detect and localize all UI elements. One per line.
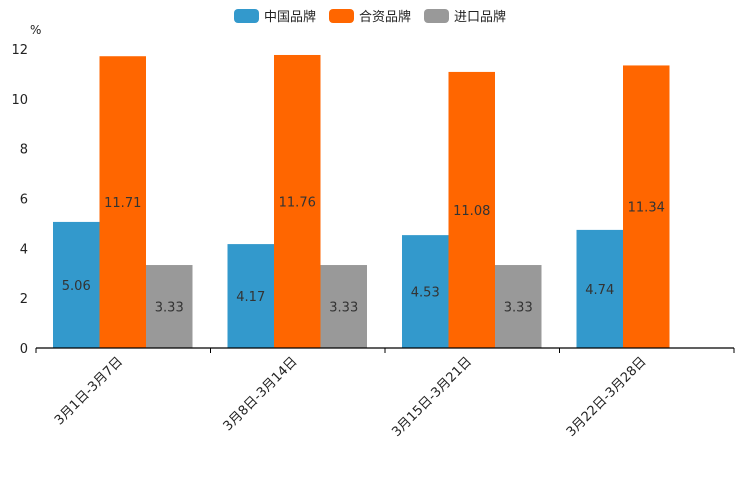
bar — [274, 54, 321, 348]
legend-swatch — [424, 9, 449, 23]
bar — [227, 244, 274, 348]
data-label: 4.74 — [585, 283, 614, 298]
data-label: 3.33 — [504, 301, 533, 316]
bars — [53, 54, 670, 349]
data-label: 11.08 — [453, 204, 490, 219]
y-tick-label: 0 — [20, 342, 28, 357]
x-axis: 3月1日-3月7日 3月8日-3月14日 3月15日-3月21日 3月22日-3月28… — [35, 347, 735, 440]
data-label: 11.76 — [279, 195, 316, 210]
y-tick-label: 4 — [20, 242, 28, 257]
y-axis-unit-label: % — [30, 23, 41, 37]
bar — [495, 265, 542, 348]
data-label: 11.71 — [104, 196, 141, 211]
legend-label: 进口品牌 — [454, 9, 506, 25]
x-tick-label: 3月22日-3月28日 — [564, 354, 650, 440]
data-labels: 5.06 4.17 4.53 4.74 11.71 11.76 11.08 11.34 3.33… — [62, 195, 665, 315]
bar — [320, 265, 367, 348]
y-tick-label: 10 — [11, 93, 28, 108]
legend-label: 中国品牌 — [264, 9, 316, 25]
x-tick-label: 3月1日-3月7日 — [52, 354, 126, 428]
bar — [448, 71, 495, 348]
legend: 中国品牌 合资品牌 进口品牌 — [234, 9, 506, 25]
y-axis: 0 2 4 6 8 10 12 — [11, 43, 28, 357]
legend-label: 合资品牌 — [359, 9, 411, 25]
y-tick-label: 6 — [20, 193, 28, 208]
legend-swatch — [329, 9, 354, 23]
data-label: 4.53 — [411, 286, 440, 301]
bar — [402, 235, 449, 348]
data-label: 4.17 — [236, 290, 265, 305]
data-label: 11.34 — [628, 201, 665, 216]
y-tick-label: 8 — [20, 143, 28, 158]
data-label: 3.33 — [329, 301, 358, 316]
x-tick-label: 3月15日-3月21日 — [389, 354, 475, 440]
bar — [623, 65, 670, 348]
data-label: 5.06 — [62, 279, 91, 294]
bar — [576, 229, 623, 348]
legend-swatch — [234, 9, 259, 23]
bar — [53, 221, 100, 348]
bar — [99, 56, 146, 349]
y-tick-label: 12 — [11, 43, 28, 58]
data-label: 3.33 — [155, 301, 184, 316]
bar — [146, 265, 193, 348]
x-tick-label: 3月8日-3月14日 — [221, 354, 301, 434]
y-tick-label: 2 — [20, 292, 28, 307]
